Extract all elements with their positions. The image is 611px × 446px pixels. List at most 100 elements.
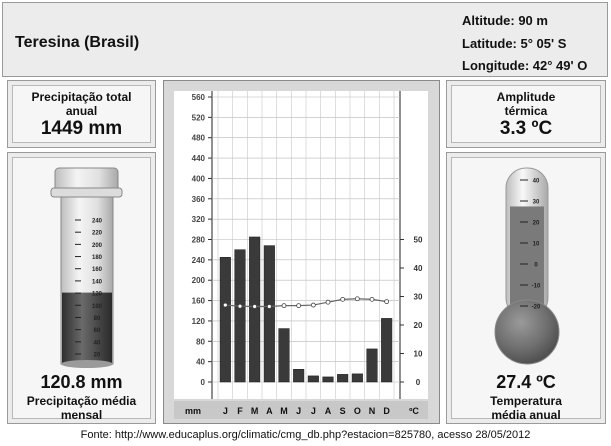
month-label: M [280, 406, 288, 416]
thermo-tick-label: 0 [534, 263, 538, 269]
latitude-text: Latitude: 5° 05' S [462, 36, 567, 51]
temperature-point [310, 302, 316, 308]
precipitation-bar [249, 236, 261, 383]
temperature-point [281, 303, 287, 309]
gauge-tick-label: 120 [92, 292, 103, 298]
mean-temperature-panel: 40 30 20 10 0 -10 -20 27.4 ºC Temperatura médi… [446, 152, 606, 424]
temperature-point [340, 296, 346, 302]
temperature-point [369, 296, 375, 302]
left-tick-label: 120 [192, 317, 206, 326]
right-tick-label: 50 [414, 236, 423, 245]
mean-temperature-box: 40 30 20 10 0 -10 -20 27.4 ºC Temperatura médi… [451, 157, 601, 422]
precipitation-bar [307, 375, 319, 383]
thermal-amplitude-value: 3.3 ºC [499, 118, 553, 139]
climate-chart-panel: 560 520 480 440 400 360 320 280 240 200 160 120 80 40… [163, 80, 440, 424]
rain-gauge-icon: 240 220 200 180 160 140 120 100 80 60 40 20 [50, 167, 123, 368]
thermo-tick-label: 10 [533, 242, 540, 248]
month-label: J [311, 406, 316, 416]
thermal-amplitude-panel: Amplitude térmica 3.3 ºC [446, 80, 606, 148]
right-tick-label: 40 [414, 264, 423, 273]
precipitation-bar [293, 369, 305, 383]
gauge-tick-label: 60 [94, 328, 101, 334]
thermo-tick-label: -10 [532, 284, 541, 290]
gauge-tick-label: 200 [92, 243, 103, 249]
month-label: D [383, 406, 390, 416]
precipitation-bar [351, 373, 363, 383]
month-label: J [296, 406, 301, 416]
total-precipitation-value: 1449 mm [40, 118, 123, 139]
month-label: A [266, 406, 273, 416]
mean-temperature-label: Temperatura média anual [490, 394, 562, 422]
gauge-tick-label: 140 [92, 279, 103, 285]
total-precipitation-panel: Precipitação total anual 1449 mm [7, 80, 156, 148]
left-tick-label: 160 [192, 297, 206, 306]
station-header: Teresina (Brasil) Altitude: 90 m Latitud… [2, 2, 608, 77]
thermo-tick-label: -20 [532, 305, 541, 311]
right-tick-label: 10 [414, 350, 423, 359]
precipitation-bar [234, 249, 246, 383]
left-tick-label: 320 [192, 215, 206, 224]
mean-precipitation-box: 240 220 200 180 160 140 120 100 80 60 40 20 120.8 m… [12, 157, 151, 422]
left-unit-label: mm [185, 406, 201, 416]
temperature-point [266, 304, 272, 309]
left-tick-label: 40 [196, 358, 205, 367]
month-label: O [354, 406, 361, 416]
temperature-point [237, 303, 243, 309]
temperature-point [296, 303, 302, 309]
right-tick-label: 30 [414, 293, 423, 302]
left-tick-label: 520 [192, 113, 206, 122]
gauge-tick-label: 240 [92, 219, 103, 225]
gauge-tick-label: 100 [92, 304, 103, 310]
left-tick-label: 480 [192, 134, 206, 143]
thermo-tick-label: 30 [533, 200, 540, 206]
left-tick-label: 240 [192, 256, 206, 265]
left-axis-area [174, 91, 212, 399]
thermometer-icon: 40 30 20 10 0 -10 -20 [494, 167, 560, 365]
left-tick-label: 200 [192, 276, 206, 285]
altitude-text: Altitude: 90 m [462, 13, 548, 28]
right-tick-label: 20 [414, 321, 423, 330]
climate-chart: 5605204804404003603202802402001601208040… [164, 81, 439, 423]
gauge-tick-label: 40 [94, 340, 101, 346]
left-tick-label: 0 [201, 378, 206, 387]
left-tick-label: 440 [192, 154, 206, 163]
temperature-line [225, 298, 387, 308]
total-precipitation-box: Precipitação total anual 1449 mm [12, 85, 151, 143]
temperature-point [354, 296, 360, 302]
source-note: Fonte: http://www.educaplus.org/climatic… [80, 429, 531, 441]
station-name: Teresina (Brasil) [15, 34, 140, 51]
precipitation-bar [337, 374, 349, 383]
mean-precipitation-label: Precipitação média mensal [26, 394, 137, 422]
thermometer-bulb [494, 299, 560, 365]
month-label: F [237, 406, 243, 416]
mean-precipitation-value: 120.8 mm [40, 372, 123, 392]
month-label: S [340, 406, 346, 416]
temperature-point [222, 302, 228, 308]
right-unit-label: ºC [409, 406, 419, 416]
gauge-tick-label: 80 [94, 316, 101, 322]
right-tick-label: 0 [416, 378, 421, 387]
thermo-tick-label: 20 [533, 221, 540, 227]
longitude-text: Longitude: 42° 49' O [462, 58, 588, 73]
gauge-rim [50, 187, 123, 198]
gauge-water-level [62, 292, 112, 363]
temperature-point [325, 299, 331, 305]
gauge-base [61, 360, 113, 368]
precipitation-bar [322, 376, 334, 383]
temperature-point [252, 304, 258, 309]
mean-temperature-value: 27.4 ºC [496, 372, 556, 392]
right-axis-area [400, 91, 428, 399]
left-tick-label: 400 [192, 174, 206, 183]
gauge-tick-label: 220 [92, 231, 103, 237]
precipitation-bar [263, 245, 275, 383]
precipitation-bar [219, 257, 231, 383]
gauge-tick-label: 160 [92, 267, 103, 273]
total-precipitation-label: Precipitação total anual [31, 90, 132, 118]
temperature-point [384, 299, 390, 305]
precipitation-bar [278, 328, 290, 383]
thermo-tick-label: 40 [533, 179, 540, 185]
month-label: N [369, 406, 376, 416]
month-label: J [223, 406, 228, 416]
gauge-tick-label: 180 [92, 255, 103, 261]
precipitation-bar [366, 348, 378, 383]
